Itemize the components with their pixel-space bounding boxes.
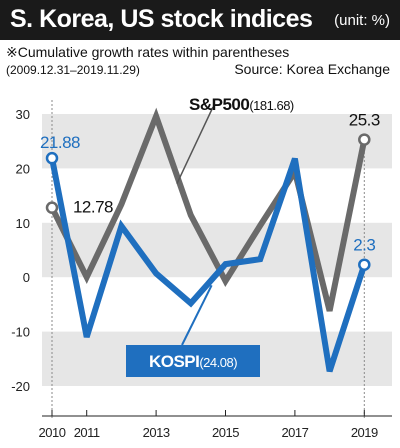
x-tick-label: 2011: [74, 425, 100, 440]
kospi-label-box: [126, 345, 260, 377]
unit-label: (unit: %): [334, 12, 390, 29]
x-tick-label: 2013: [143, 425, 170, 440]
sp500-end-marker: [358, 133, 371, 146]
y-tick-label: -10: [11, 325, 30, 340]
x-tick-label: 2010: [39, 425, 66, 440]
series-lines: [49, 107, 368, 373]
y-tick-labels: 30 20 10 0 -10 -20: [11, 107, 30, 394]
x-tick-label: 2017: [281, 425, 308, 440]
kospi-end-value: 2.3: [353, 236, 375, 255]
chart-subtitle: ※Cumulative growth rates within parenthe…: [6, 44, 290, 60]
sp500-start-value: 12.78: [73, 198, 113, 217]
kospi-label-connector: [181, 284, 213, 346]
kospi-series-label: KOSPI(24.08): [149, 352, 237, 371]
y-tick-label: 0: [23, 270, 30, 285]
sp500-end-value: 25.3: [349, 111, 380, 130]
x-tick-labels: 2010 2011 2013 2015 2017 2019: [39, 410, 379, 440]
grid-band: [42, 114, 392, 169]
title-bar: S. Korea, US stock indices (unit: %): [0, 0, 400, 40]
kospi-start-marker: [45, 151, 59, 165]
y-tick-label: -20: [11, 379, 30, 394]
y-tick-label: 30: [16, 107, 30, 122]
sp500-start-marker: [45, 201, 59, 214]
sp500-series-label: S&P500(181.68): [189, 95, 294, 114]
sp500-label-connector: [176, 106, 214, 184]
sp500-line: [49, 107, 368, 312]
y-tick-label: 20: [16, 161, 30, 176]
kospi-line: [49, 157, 368, 373]
y-tick-label: 10: [16, 216, 30, 231]
kospi-end-marker: [358, 258, 371, 271]
x-tick-label: 2015: [212, 425, 239, 440]
series-labels: 21.88 12.78 25.3 2.3 S&P500(181.68) KOSPI(24.…: [40, 95, 380, 377]
kospi-start-value: 21.88: [40, 133, 80, 152]
x-tick-label: 2019: [351, 425, 378, 440]
source-label: Source: Korea Exchange: [234, 61, 390, 77]
series-markers: [45, 133, 371, 271]
chart-title: S. Korea, US stock indices: [10, 5, 313, 33]
period-label: (2009.12.31–2019.11.29): [6, 63, 140, 77]
